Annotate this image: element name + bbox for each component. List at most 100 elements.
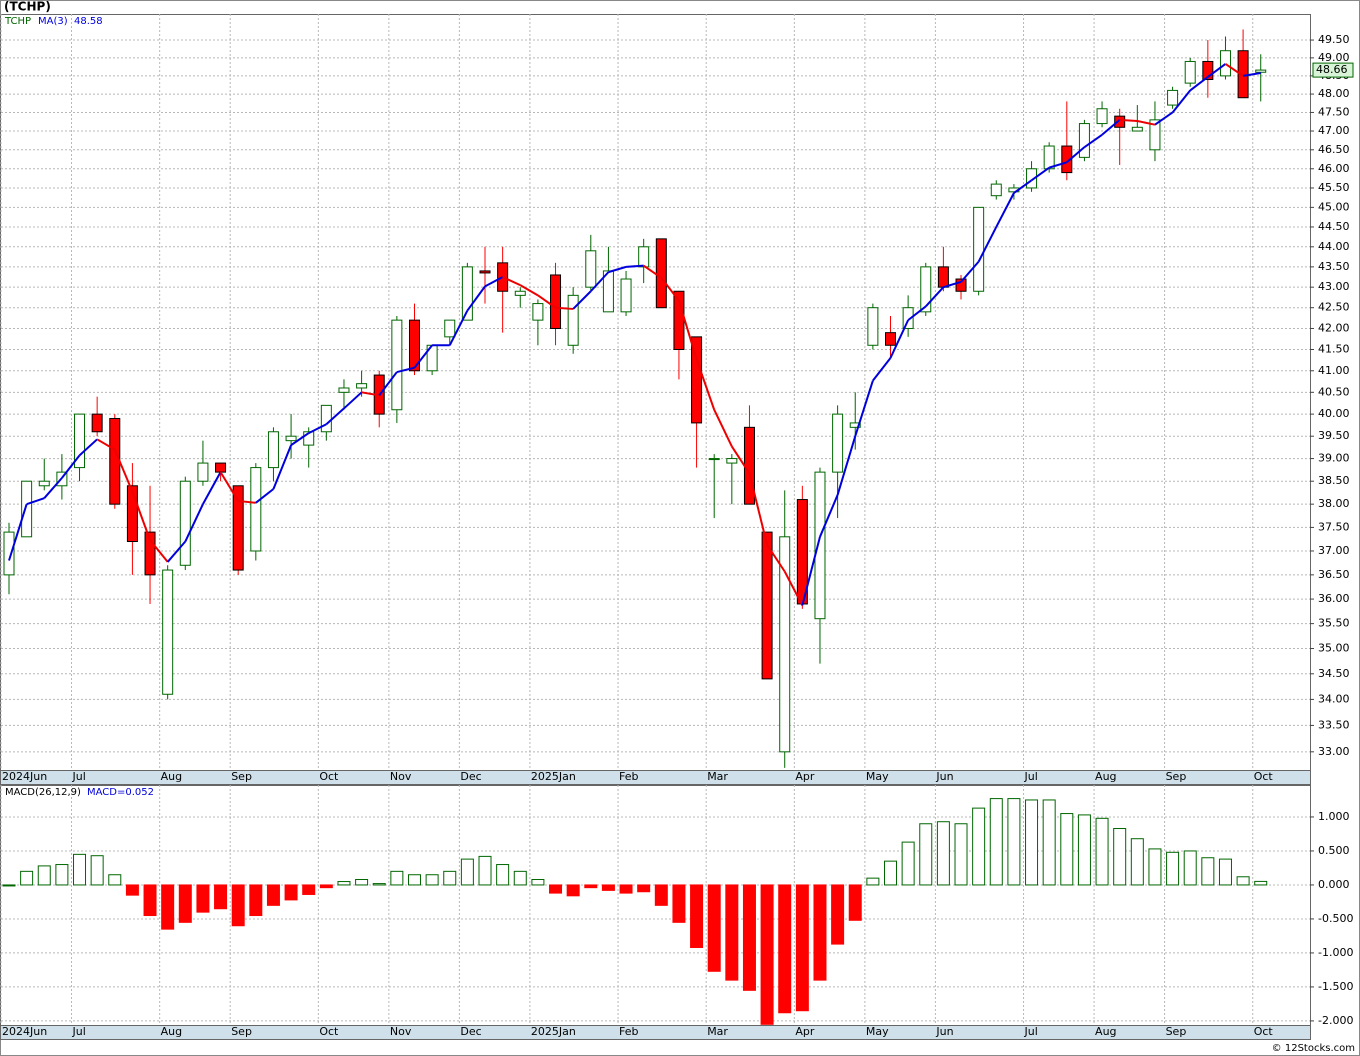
macd-bar: [690, 884, 704, 948]
macd-bar: [566, 884, 580, 897]
candle-body: [1043, 145, 1055, 170]
ma-segment: [572, 290, 592, 310]
candle-body: [814, 471, 826, 620]
y-tick-label: 49.50: [1318, 33, 1350, 46]
x-tick-label: Sep: [231, 1025, 252, 1038]
x-tick-label: Aug: [161, 1025, 182, 1038]
ma-segment: [819, 494, 839, 538]
y-tick-label: 39.50: [1318, 429, 1350, 442]
macd-bar: [125, 884, 139, 896]
ma-segment: [484, 276, 504, 288]
macd-bar: [654, 884, 668, 906]
y-tick-label: 1.000: [1318, 810, 1350, 823]
y-tick-label: -2.000: [1318, 1014, 1353, 1027]
candle-body: [1096, 108, 1108, 125]
macd-bar: [848, 884, 862, 921]
candle-body: [920, 266, 932, 313]
x-tick-label: Dec: [460, 770, 481, 783]
ma-segment: [1048, 161, 1068, 169]
x-tick-label: Jul: [1024, 1025, 1038, 1038]
ma-segment: [977, 226, 998, 263]
candle-body: [885, 332, 896, 346]
macd-bar: [372, 883, 386, 886]
y-tick-label: 47.00: [1318, 124, 1350, 137]
x-tick-label: Mar: [707, 1025, 728, 1038]
y-tick-label: 46.00: [1318, 162, 1350, 175]
macd-bar: [1113, 828, 1127, 886]
legend-macd-value: MACD=0.052: [87, 787, 154, 798]
candle-body: [514, 290, 526, 296]
macd-bar: [443, 870, 457, 886]
x-tick-label: May: [866, 1025, 889, 1038]
macd-bar: [108, 874, 122, 886]
y-tick-label: 45.50: [1318, 181, 1350, 194]
macd-bar: [954, 823, 968, 886]
macd-bar: [2, 884, 16, 887]
candle-body: [356, 383, 368, 389]
y-tick-label: 43.00: [1318, 280, 1350, 293]
ma-segment: [872, 357, 892, 382]
candle-body: [567, 294, 579, 346]
ma-segment: [131, 491, 151, 541]
macd-bar: [1201, 857, 1215, 886]
ma-segment: [113, 449, 134, 493]
candle-body: [832, 413, 844, 473]
x-tick-label: Sep: [231, 770, 252, 783]
x-tick-label: Nov: [390, 770, 412, 783]
candle-body: [726, 458, 738, 464]
ma-segment: [149, 539, 169, 563]
macd-bar: [496, 864, 510, 886]
macd-bar: [214, 884, 228, 910]
y-tick-label: 42.00: [1318, 321, 1350, 334]
macd-bar: [778, 884, 792, 1014]
y-tick-label: 37.50: [1318, 520, 1350, 533]
chart-title: (TCHP): [4, 0, 51, 14]
candle-body: [638, 246, 650, 268]
macd-bar: [707, 884, 721, 972]
macd-bar: [73, 853, 87, 886]
candle-body: [408, 319, 420, 372]
ma-segment: [907, 305, 927, 321]
macd-bar: [1095, 817, 1109, 886]
candle-body: [232, 485, 244, 571]
y-tick-label: 39.00: [1318, 452, 1350, 465]
ma-segment: [625, 264, 644, 268]
ma-segment: [272, 444, 293, 490]
y-tick-label: 41.00: [1318, 364, 1350, 377]
candle-body: [1255, 69, 1267, 73]
legend-ticker: TCHP: [4, 16, 31, 27]
macd-bar: [742, 884, 756, 991]
macd-bar: [813, 884, 827, 981]
candle-body: [620, 278, 632, 313]
x-tick-label: Jul: [72, 1025, 86, 1038]
candle-body: [320, 404, 332, 433]
x-tick-label: Nov: [390, 1025, 412, 1038]
candle-body: [179, 480, 191, 566]
ma-segment: [730, 445, 751, 475]
y-tick-label: -0.500: [1318, 912, 1353, 925]
ma-segment: [343, 391, 363, 410]
candle-body: [3, 531, 15, 576]
candle-body: [109, 418, 121, 505]
macd-bar: [319, 884, 333, 889]
ma-segment: [1013, 179, 1033, 194]
candle-body: [126, 485, 138, 543]
x-tick-label: Dec: [460, 1025, 481, 1038]
macd-bar: [355, 879, 369, 886]
ma-segment: [555, 306, 574, 310]
x-tick-label: Jul: [1024, 770, 1038, 783]
macd-bar: [919, 823, 933, 886]
candle-body: [937, 266, 949, 288]
candle-body: [285, 435, 297, 442]
macd-bar: [231, 884, 245, 927]
macd-bar: [1183, 850, 1197, 886]
y-tick-label: 40.50: [1318, 385, 1350, 398]
y-tick-label: 48.00: [1318, 87, 1350, 100]
candle-body: [708, 458, 720, 461]
candle-body: [1026, 168, 1038, 189]
ma-segment: [1030, 166, 1050, 182]
macd-bar: [55, 864, 69, 886]
candle-body: [585, 250, 597, 288]
x-tick-label: May: [866, 770, 889, 783]
